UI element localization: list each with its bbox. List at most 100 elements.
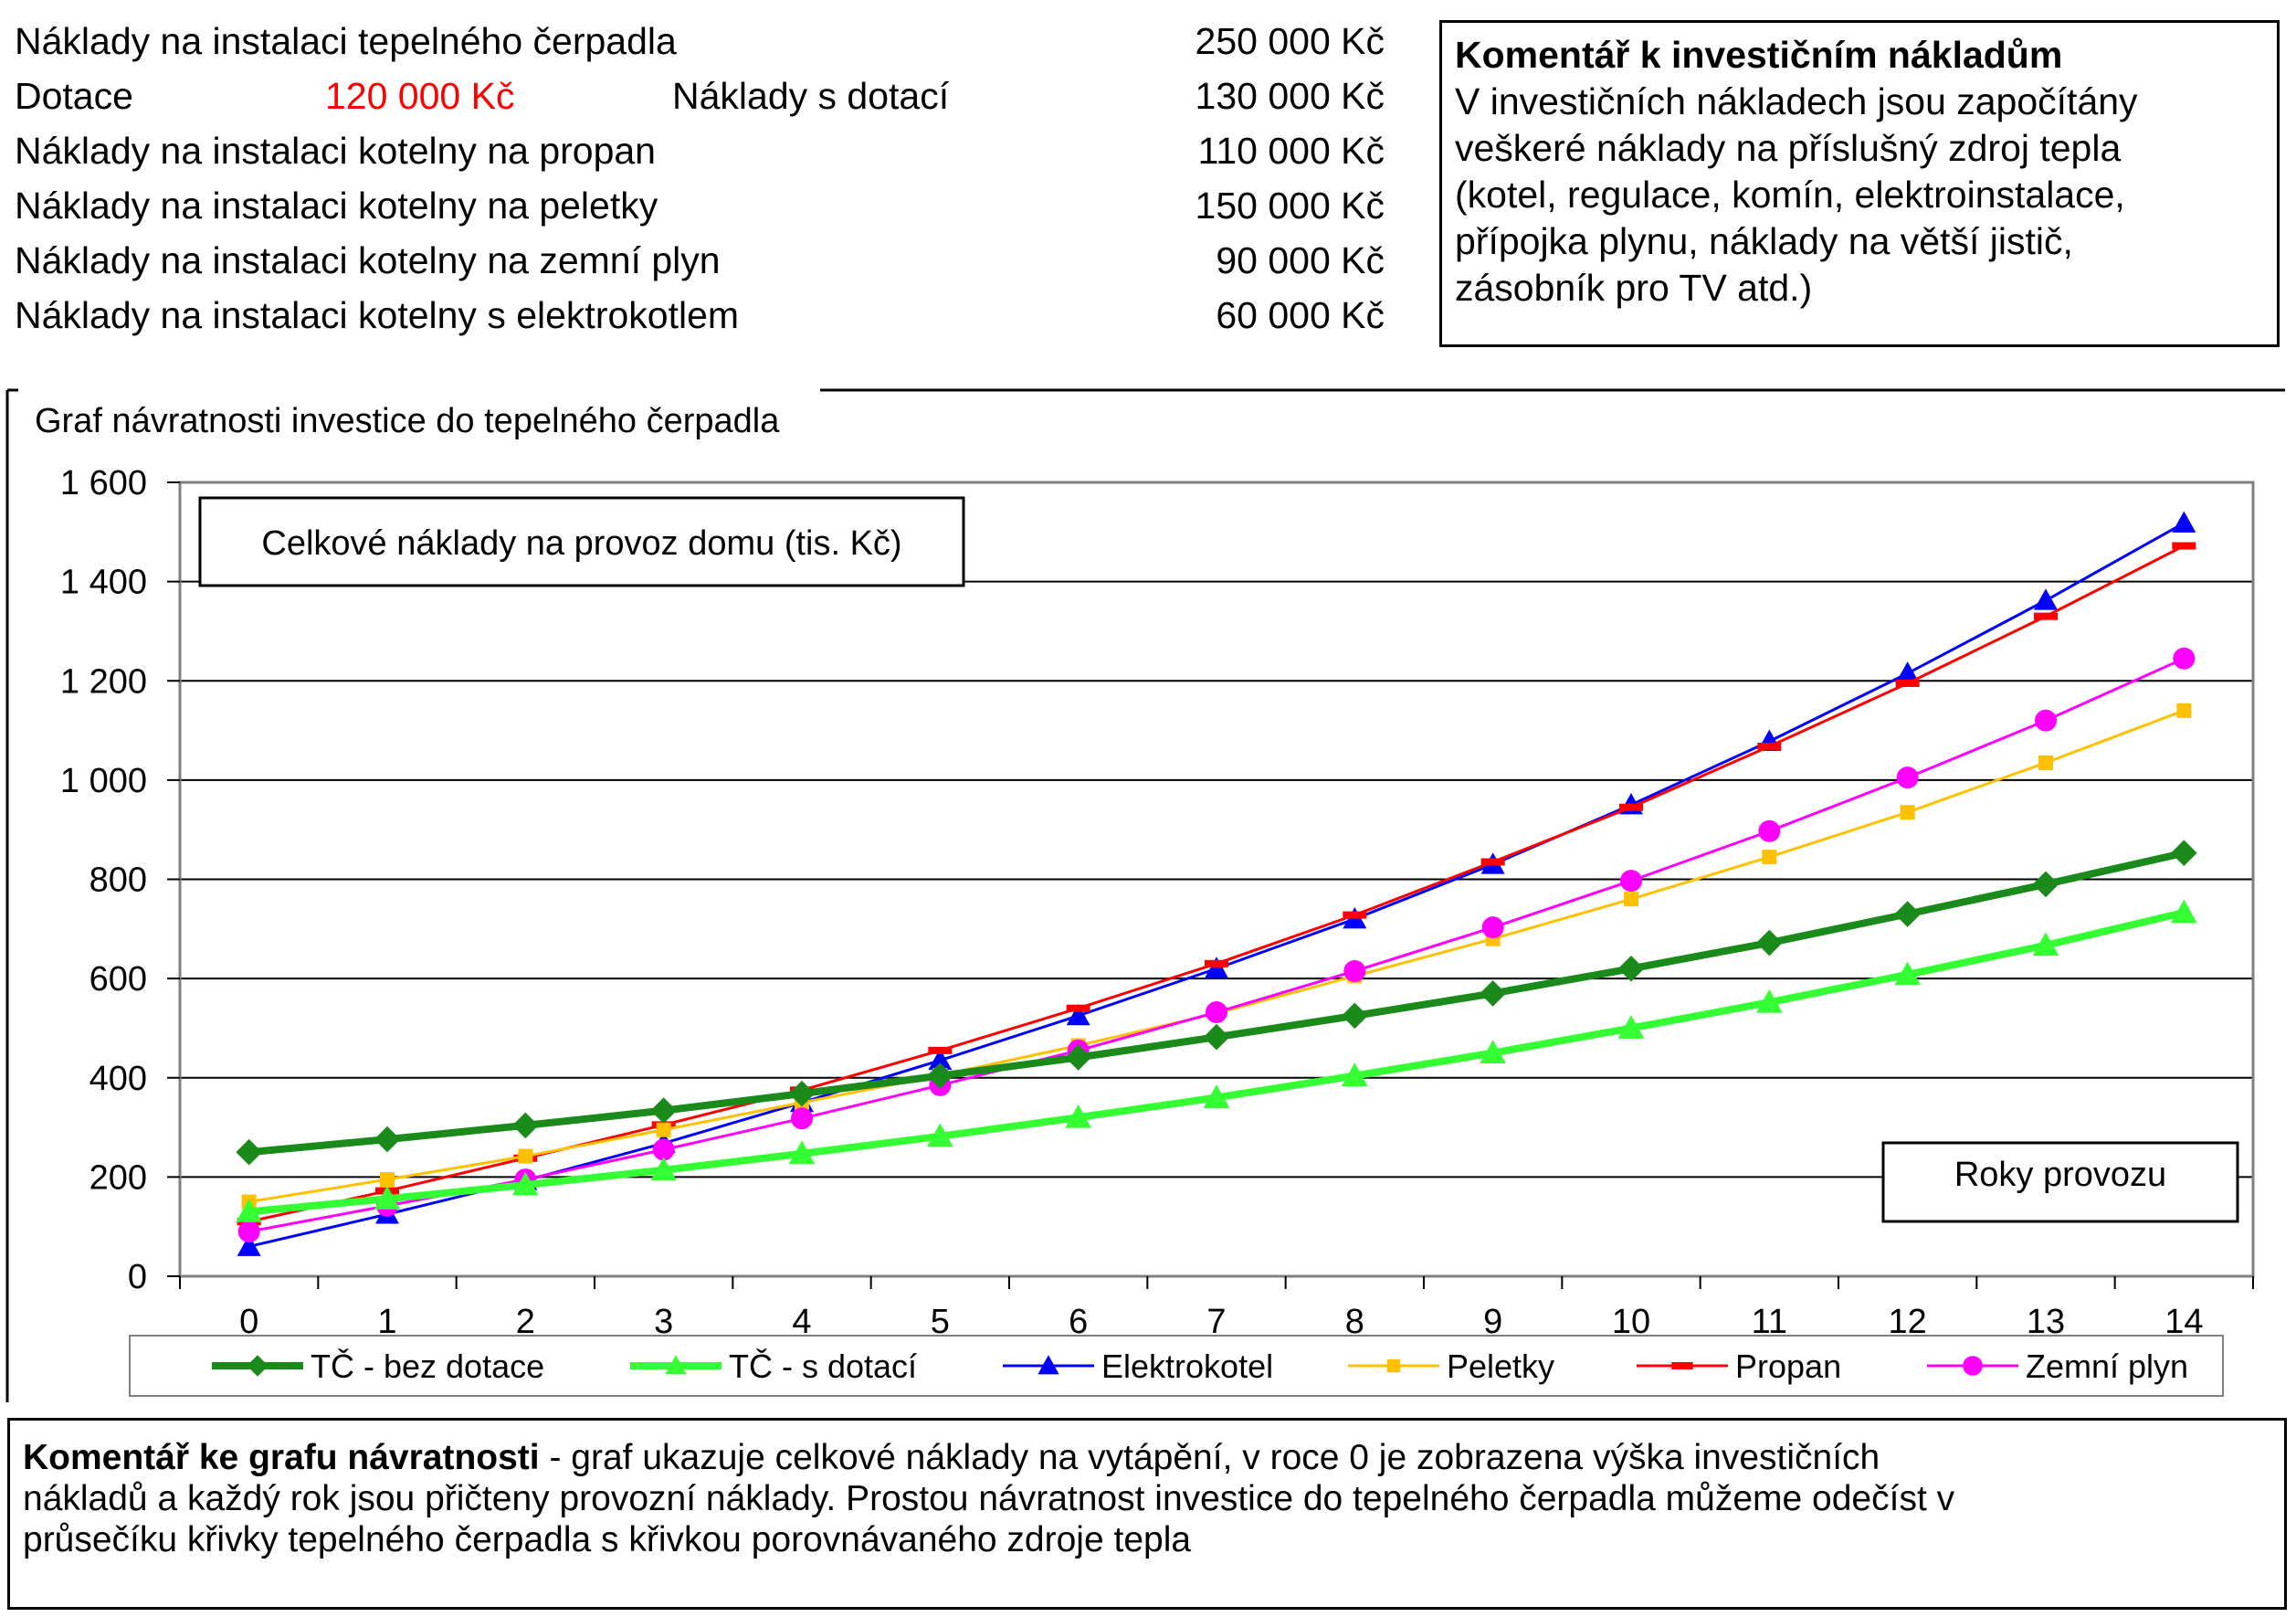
chart-comment-title: Komentář ke grafu návratnosti xyxy=(23,1438,540,1477)
data-point xyxy=(1037,1355,1059,1375)
data-point xyxy=(2035,709,2057,732)
data-point xyxy=(656,1122,671,1137)
chart-comment-text: - graf ukazuje celkové náklady na vytápě… xyxy=(539,1438,1880,1477)
data-point xyxy=(1963,1356,1983,1376)
y-tick-label: 1 400 xyxy=(60,564,147,602)
data-point xyxy=(652,1138,675,1161)
data-point xyxy=(1065,1104,1091,1128)
cost-row-propane: Náklady na instalaci kotelny na propan 1… xyxy=(15,130,1385,185)
data-point xyxy=(1756,988,1783,1013)
chart-comment-line: nákladů a každý rok jsou přičteny provoz… xyxy=(23,1479,1955,1518)
data-point xyxy=(2176,703,2192,718)
investment-comment-box: Komentář k investičním nákladům V invest… xyxy=(1439,20,2280,347)
data-point xyxy=(1065,1044,1091,1071)
cost-value: 150 000 Kč xyxy=(1195,185,1385,227)
ylabel-text: Celkové náklady na provoz domu (tis. Kč) xyxy=(261,524,901,563)
data-point xyxy=(1896,766,1919,789)
data-point xyxy=(1481,916,1504,939)
y-tick-label: 1 200 xyxy=(60,662,147,701)
investment-comment-line: V investičních nákladech jsou započítány xyxy=(1455,80,2138,122)
cost-value: 90 000 Kč xyxy=(1216,239,1385,281)
data-point xyxy=(512,1171,539,1196)
cost-row-subsidy: Dotace 120 000 Kč Náklady s dotací 130 0… xyxy=(15,75,1385,130)
data-point xyxy=(374,1185,401,1210)
data-point xyxy=(1203,1084,1230,1108)
data-point xyxy=(1894,901,1921,927)
legend-label: TČ - bez dotace xyxy=(311,1348,544,1385)
legend: TČ - bez dotace TČ - s dotací Elektrokotel… xyxy=(212,1348,2188,1385)
cost-label: Náklady na instalaci kotelny na propan xyxy=(15,130,656,172)
legend-label: TČ - s dotací xyxy=(729,1348,917,1385)
data-point xyxy=(236,1138,262,1166)
xlabel-box xyxy=(1881,1141,2239,1223)
data-point xyxy=(247,1355,269,1377)
net-cost-label: Náklady s dotací xyxy=(672,75,950,117)
xlabel-text: Roky provozu xyxy=(1954,1156,2166,1194)
cost-value: 110 000 Kč xyxy=(1197,130,1385,172)
legend-item: Zemní plyn xyxy=(1927,1348,2188,1385)
data-point xyxy=(1480,1040,1506,1064)
data-point xyxy=(665,1355,687,1375)
data-point xyxy=(928,1046,953,1054)
x-tick-label: 9 xyxy=(1483,1303,1502,1341)
legend-label: Peletky xyxy=(1447,1348,1554,1385)
data-point xyxy=(1206,1001,1227,1024)
x-tick-label: 8 xyxy=(1345,1303,1364,1341)
chart-title: Graf návratnosti investice do tepelného … xyxy=(35,402,780,440)
data-point xyxy=(2171,899,2197,924)
data-point xyxy=(1066,1003,1090,1026)
data-point xyxy=(788,1140,816,1165)
data-point xyxy=(1620,870,1642,893)
data-point xyxy=(1895,661,1920,683)
cost-row-heat-pump: Náklady na instalaci tepelného čerpadla … xyxy=(15,20,1385,75)
y-tick-label: 800 xyxy=(90,861,147,900)
data-point xyxy=(2034,612,2058,620)
data-point xyxy=(2172,511,2196,533)
cost-row-natural-gas: Náklady na instalaci kotelny na zemní pl… xyxy=(15,239,1385,294)
x-tick-label: 4 xyxy=(792,1303,811,1341)
data-point xyxy=(2173,647,2196,670)
data-point xyxy=(1900,805,1915,820)
cost-label: Dotace xyxy=(15,75,133,117)
cost-label: Náklady na instalaci kotelny na zemní pl… xyxy=(15,239,721,281)
data-point xyxy=(1205,959,1228,967)
cost-row-pellets: Náklady na instalaci kotelny na peletky … xyxy=(15,185,1385,239)
subsidy-amount: 120 000 Kč xyxy=(325,75,515,117)
investment-comment-line: (kotel, regulace, komín, elektroinstalac… xyxy=(1455,174,2125,216)
data-point xyxy=(2032,871,2059,898)
y-tick-label: 200 xyxy=(90,1158,147,1197)
data-point xyxy=(237,1234,261,1256)
data-point xyxy=(2171,840,2197,867)
y-axis-ticks: 0 200 400 600 800 1 000 1 200 1 400 1 600 xyxy=(60,464,180,1296)
data-point xyxy=(1480,858,1505,866)
data-point xyxy=(1386,1358,1401,1373)
ylabel-box xyxy=(198,496,965,587)
data-point xyxy=(2032,932,2059,956)
investment-comment-title: Komentář k investičním nákladům xyxy=(1455,34,2063,76)
data-point xyxy=(1203,1023,1230,1051)
data-point xyxy=(380,1172,395,1188)
y-tick-label: 1 600 xyxy=(60,464,147,502)
data-point xyxy=(650,1157,677,1181)
x-tick-label: 3 xyxy=(654,1303,673,1341)
data-point xyxy=(512,1112,539,1139)
data-point xyxy=(1894,961,1921,986)
data-point xyxy=(518,1148,533,1164)
investment-comment-line: přípojka plynu, náklady na větší jistič, xyxy=(1455,220,2073,262)
cost-value: 130 000 Kč xyxy=(1195,75,1385,117)
data-point xyxy=(236,1199,262,1222)
data-point xyxy=(1343,959,1366,982)
cost-label: Náklady na instalaci kotelny s elektroko… xyxy=(15,294,740,336)
data-point xyxy=(1758,819,1781,842)
data-point xyxy=(1762,850,1777,865)
x-tick-label: 1 xyxy=(377,1303,396,1341)
x-tick-label: 2 xyxy=(516,1303,535,1341)
payback-chart: Graf návratnosti investice do tepelného … xyxy=(0,388,2296,1407)
data-point xyxy=(1617,955,1645,982)
cost-label: Náklady na instalaci tepelného čerpadla xyxy=(15,20,677,62)
x-axis-ticks: 0 1 2 3 4 5 6 7 8 9 10 11 12 13 14 xyxy=(179,1276,2254,1341)
cost-label: Náklady na instalaci kotelny na peletky xyxy=(15,185,658,227)
data-point xyxy=(927,1123,953,1147)
data-point xyxy=(1624,892,1638,907)
data-point xyxy=(1895,679,1920,687)
